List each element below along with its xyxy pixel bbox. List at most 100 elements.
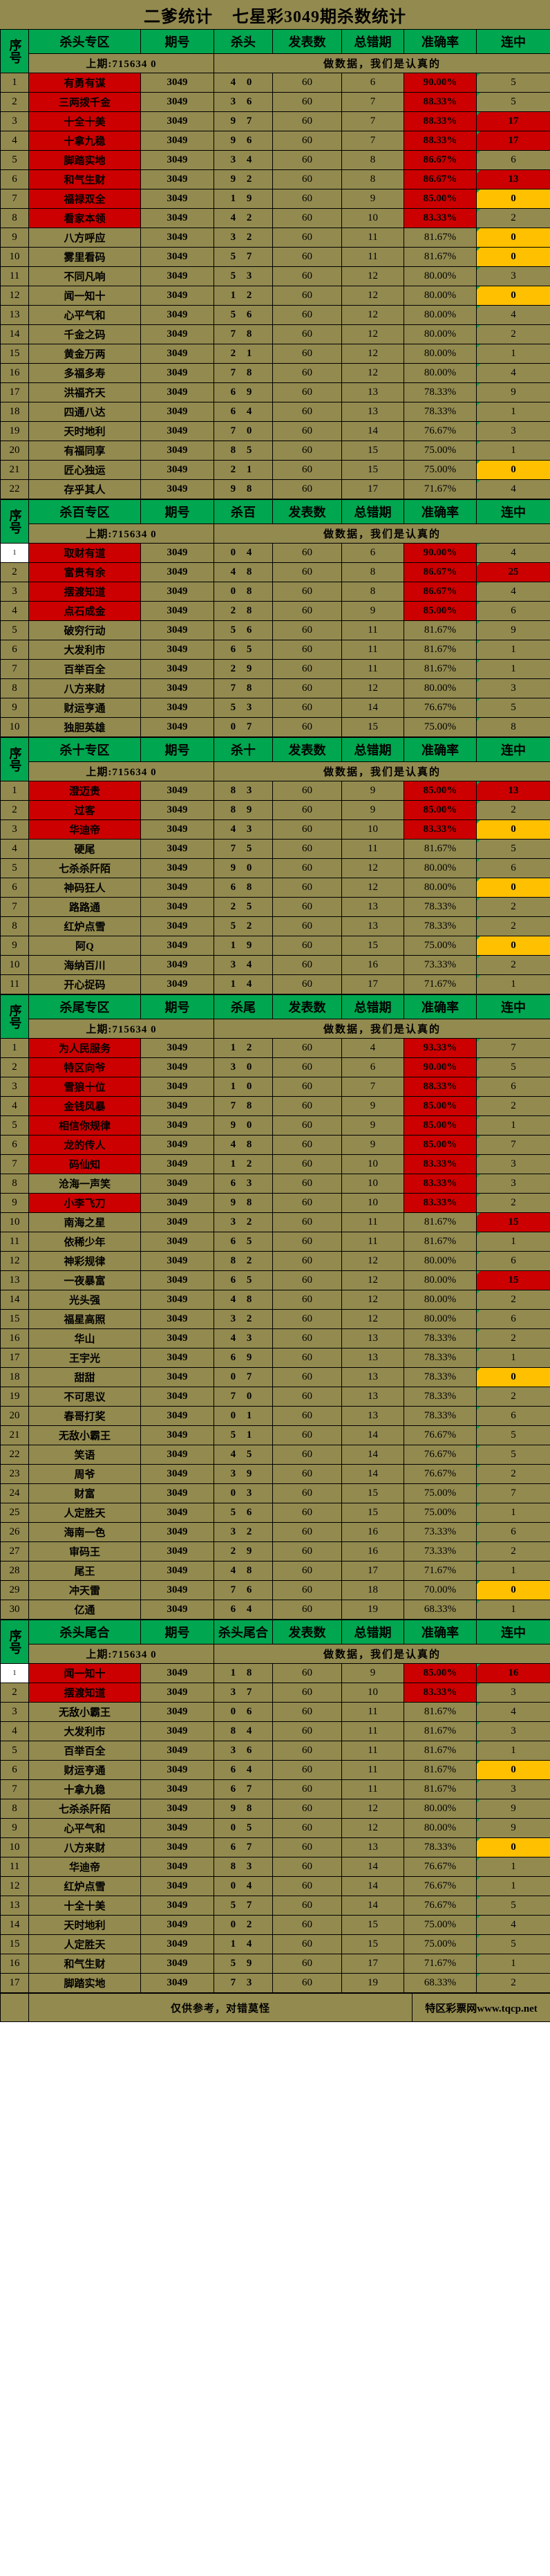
- table-row[interactable]: 5 脚踏实地 3049 3 4 60 8 86.67% 6: [0, 150, 550, 170]
- expert-name[interactable]: 七杀杀阡陌: [28, 858, 141, 878]
- expert-name[interactable]: 百举百全: [28, 1741, 141, 1761]
- expert-name[interactable]: 神码狂人: [28, 878, 141, 898]
- table-row[interactable]: 3 无敌小霸王 3049 0 6 60 11 81.67% 4: [0, 1702, 550, 1722]
- table-row[interactable]: 14 光头强 3049 4 8 60 12 80.00% 2: [0, 1290, 550, 1310]
- table-row[interactable]: 8 看家本领 3049 4 2 60 10 83.33% 2: [0, 208, 550, 228]
- table-row[interactable]: 20 有福同享 3049 8 5 60 15 75.00% 1: [0, 441, 550, 461]
- expert-name[interactable]: 冲天雷: [28, 1580, 141, 1600]
- table-row[interactable]: 14 天时地利 3049 0 2 60 15 75.00% 4: [0, 1915, 550, 1935]
- expert-name[interactable]: 神彩规律: [28, 1251, 141, 1271]
- table-row[interactable]: 3 摆渡知道 3049 0 8 60 8 86.67% 4: [0, 582, 550, 602]
- table-row[interactable]: 10 独胆英雄 3049 0 7 60 15 75.00% 8: [0, 717, 550, 737]
- table-row[interactable]: 7 百举百全 3049 2 9 60 11 81.67% 1: [0, 659, 550, 679]
- table-row[interactable]: 1 取财有道 3049 0 4 60 6 90.00% 4: [0, 543, 550, 563]
- table-row[interactable]: 7 十拿九稳 3049 6 7 60 11 81.67% 3: [0, 1779, 550, 1799]
- expert-name[interactable]: 特区向爷: [28, 1057, 141, 1077]
- table-row[interactable]: 23 周爷 3049 3 9 60 14 76.67% 2: [0, 1464, 550, 1484]
- table-row[interactable]: 17 王宇光 3049 6 9 60 13 78.33% 1: [0, 1348, 550, 1368]
- expert-name[interactable]: 八方来财: [28, 1837, 141, 1857]
- table-row[interactable]: 29 冲天雷 3049 7 6 60 18 70.00% 0: [0, 1580, 550, 1600]
- expert-name[interactable]: 闻一知十: [28, 1663, 141, 1683]
- expert-name[interactable]: 福星高照: [28, 1309, 141, 1329]
- expert-name[interactable]: 雾里看码: [28, 247, 141, 267]
- expert-name[interactable]: 十全十美: [28, 1896, 141, 1916]
- expert-name[interactable]: 龙的传人: [28, 1135, 141, 1155]
- expert-name[interactable]: 和气生财: [28, 169, 141, 189]
- table-row[interactable]: 11 华迪帝 3049 8 3 60 14 76.67% 1: [0, 1857, 550, 1877]
- table-row[interactable]: 8 八方来财 3049 7 8 60 12 80.00% 3: [0, 678, 550, 698]
- expert-name[interactable]: 沧海一声笑: [28, 1174, 141, 1194]
- expert-name[interactable]: 点石成金: [28, 601, 141, 621]
- table-row[interactable]: 15 福星高照 3049 3 2 60 12 80.00% 6: [0, 1309, 550, 1329]
- expert-name[interactable]: 七杀杀阡陌: [28, 1799, 141, 1819]
- table-row[interactable]: 10 南海之星 3049 3 2 60 11 81.67% 15: [0, 1212, 550, 1232]
- table-row[interactable]: 17 洪福齐天 3049 6 9 60 13 78.33% 9: [0, 382, 550, 402]
- table-row[interactable]: 21 匠心独运 3049 2 1 60 15 75.00% 0: [0, 460, 550, 480]
- expert-name[interactable]: 无敌小霸王: [28, 1425, 141, 1445]
- expert-name[interactable]: 心平气和: [28, 305, 141, 325]
- table-row[interactable]: 19 天时地利 3049 7 0 60 14 76.67% 3: [0, 421, 550, 441]
- table-row[interactable]: 1 闻一知十 3049 1 8 60 9 85.00% 16: [0, 1663, 550, 1683]
- table-row[interactable]: 9 八方呼应 3049 3 2 60 11 81.67% 0: [0, 228, 550, 248]
- table-row[interactable]: 18 四通八达 3049 6 4 60 13 78.33% 1: [0, 402, 550, 422]
- table-row[interactable]: 5 破穷行动 3049 5 6 60 11 81.67% 9: [0, 620, 550, 640]
- expert-name[interactable]: 取财有道: [28, 543, 141, 563]
- expert-name[interactable]: 洪福齐天: [28, 382, 141, 402]
- table-row[interactable]: 3 华迪帝 3049 4 3 60 10 83.33% 0: [0, 819, 550, 840]
- expert-name[interactable]: 过客: [28, 800, 141, 820]
- expert-name[interactable]: 笑语: [28, 1445, 141, 1465]
- table-row[interactable]: 7 码仙知 3049 1 2 60 10 83.33% 3: [0, 1154, 550, 1174]
- expert-name[interactable]: 千金之码: [28, 324, 141, 344]
- table-row[interactable]: 4 硬尾 3049 7 5 60 11 81.67% 5: [0, 839, 550, 859]
- expert-name[interactable]: 澄迈贵: [28, 781, 141, 801]
- expert-name[interactable]: 甜甜: [28, 1367, 141, 1387]
- table-row[interactable]: 19 不可思议 3049 7 0 60 13 78.33% 2: [0, 1387, 550, 1407]
- expert-name[interactable]: 独胆英雄: [28, 717, 141, 737]
- expert-name[interactable]: 存乎其人: [28, 479, 141, 499]
- expert-name[interactable]: 光头强: [28, 1290, 141, 1310]
- table-row[interactable]: 17 脚踏实地 3049 7 3 60 19 68.33% 2: [0, 1973, 550, 1993]
- expert-name[interactable]: 有福同享: [28, 441, 141, 461]
- expert-name[interactable]: 码仙知: [28, 1154, 141, 1174]
- expert-name[interactable]: 人定胜天: [28, 1934, 141, 1954]
- table-row[interactable]: 4 点石成金 3049 2 8 60 9 85.00% 6: [0, 601, 550, 621]
- expert-name[interactable]: 脚踏实地: [28, 1973, 141, 1993]
- table-row[interactable]: 6 大发利市 3049 6 5 60 11 81.67% 1: [0, 640, 550, 660]
- expert-name[interactable]: 红炉点雪: [28, 1876, 141, 1896]
- expert-name[interactable]: 硬尾: [28, 839, 141, 859]
- expert-name[interactable]: 春哥打奖: [28, 1406, 141, 1426]
- table-row[interactable]: 13 十全十美 3049 5 7 60 14 76.67% 5: [0, 1896, 550, 1916]
- expert-name[interactable]: 大发利市: [28, 640, 141, 660]
- expert-name[interactable]: 心平气和: [28, 1818, 141, 1838]
- expert-name[interactable]: 富贵有余: [28, 562, 141, 582]
- table-row[interactable]: 4 大发利市 3049 8 4 60 11 81.67% 3: [0, 1721, 550, 1741]
- expert-name[interactable]: 雪狼十位: [28, 1077, 141, 1097]
- table-row[interactable]: 5 七杀杀阡陌 3049 9 0 60 12 80.00% 6: [0, 858, 550, 878]
- table-row[interactable]: 14 千金之码 3049 7 8 60 12 80.00% 2: [0, 324, 550, 344]
- expert-name[interactable]: 一夜暴富: [28, 1270, 141, 1290]
- expert-name[interactable]: 和气生财: [28, 1954, 141, 1974]
- table-row[interactable]: 3 雪狼十位 3049 1 0 60 7 88.33% 6: [0, 1077, 550, 1097]
- table-row[interactable]: 21 无敌小霸王 3049 5 1 60 14 76.67% 5: [0, 1425, 550, 1445]
- table-row[interactable]: 6 神码狂人 3049 6 8 60 12 80.00% 0: [0, 878, 550, 898]
- table-row[interactable]: 30 亿通 3049 6 4 60 19 68.33% 1: [0, 1600, 550, 1620]
- table-row[interactable]: 25 人定胜天 3049 5 6 60 15 75.00% 1: [0, 1503, 550, 1523]
- expert-name[interactable]: 十拿九稳: [28, 131, 141, 151]
- expert-name[interactable]: 周爷: [28, 1464, 141, 1484]
- expert-name[interactable]: 华迪帝: [28, 819, 141, 840]
- expert-name[interactable]: 人定胜天: [28, 1503, 141, 1523]
- table-row[interactable]: 6 和气生财 3049 9 2 60 8 86.67% 13: [0, 169, 550, 189]
- table-row[interactable]: 28 尾王 3049 4 8 60 17 71.67% 1: [0, 1561, 550, 1581]
- expert-name[interactable]: 有勇有谋: [28, 73, 141, 93]
- table-row[interactable]: 10 雾里看码 3049 5 7 60 11 81.67% 0: [0, 247, 550, 267]
- table-row[interactable]: 7 福禄双全 3049 1 9 60 9 85.00% 0: [0, 189, 550, 209]
- expert-name[interactable]: 天时地利: [28, 421, 141, 441]
- expert-name[interactable]: 匠心独运: [28, 460, 141, 480]
- table-row[interactable]: 2 特区向爷 3049 3 0 60 6 90.00% 5: [0, 1057, 550, 1077]
- table-row[interactable]: 10 海纳百川 3049 3 4 60 16 73.33% 2: [0, 955, 550, 975]
- expert-name[interactable]: 八方来财: [28, 678, 141, 698]
- table-row[interactable]: 12 神彩规律 3049 8 2 60 12 80.00% 6: [0, 1251, 550, 1271]
- table-row[interactable]: 1 有勇有谋 3049 4 0 60 6 90.00% 5: [0, 73, 550, 93]
- expert-name[interactable]: 开心捉码: [28, 974, 141, 994]
- table-row[interactable]: 5 百举百全 3049 3 6 60 11 81.67% 1: [0, 1741, 550, 1761]
